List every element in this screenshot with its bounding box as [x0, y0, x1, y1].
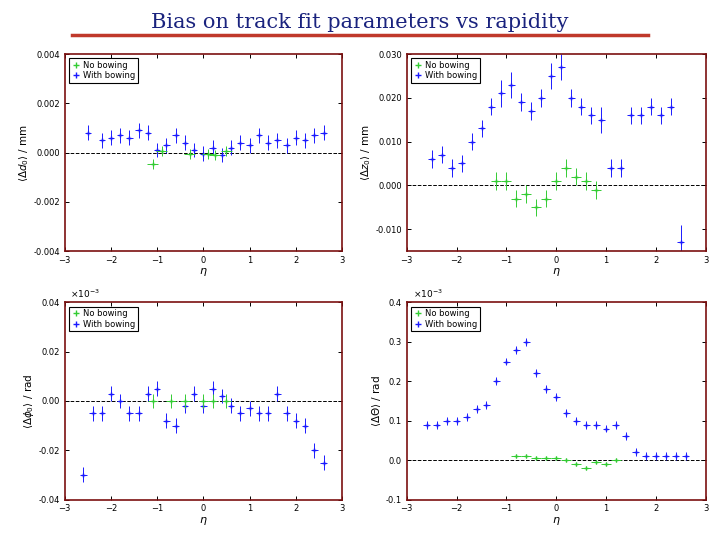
- X-axis label: $\eta$: $\eta$: [199, 515, 208, 526]
- X-axis label: $\eta$: $\eta$: [199, 266, 208, 278]
- X-axis label: $\eta$: $\eta$: [552, 515, 561, 526]
- Y-axis label: $\langle\Delta\phi_0\rangle$ / rad: $\langle\Delta\phi_0\rangle$ / rad: [22, 373, 36, 429]
- X-axis label: $\eta$: $\eta$: [552, 266, 561, 278]
- Legend: No bowing, With bowing: No bowing, With bowing: [411, 307, 480, 331]
- Text: $\times10^{-3}$: $\times10^{-3}$: [71, 288, 100, 300]
- Y-axis label: $\langle\Delta d_0\rangle$ / mm: $\langle\Delta d_0\rangle$ / mm: [17, 124, 30, 181]
- Legend: No bowing, With bowing: No bowing, With bowing: [411, 58, 480, 83]
- Y-axis label: $\langle\Delta z_0\rangle$ / mm: $\langle\Delta z_0\rangle$ / mm: [359, 124, 372, 181]
- Text: $\times10^{-3}$: $\times10^{-3}$: [413, 288, 443, 300]
- Legend: No bowing, With bowing: No bowing, With bowing: [69, 58, 138, 83]
- Y-axis label: $\langle\Delta\Theta\rangle$ / rad: $\langle\Delta\Theta\rangle$ / rad: [370, 375, 383, 427]
- Text: Bias on track fit parameters vs rapidity: Bias on track fit parameters vs rapidity: [151, 14, 569, 32]
- Legend: No bowing, With bowing: No bowing, With bowing: [69, 307, 138, 331]
